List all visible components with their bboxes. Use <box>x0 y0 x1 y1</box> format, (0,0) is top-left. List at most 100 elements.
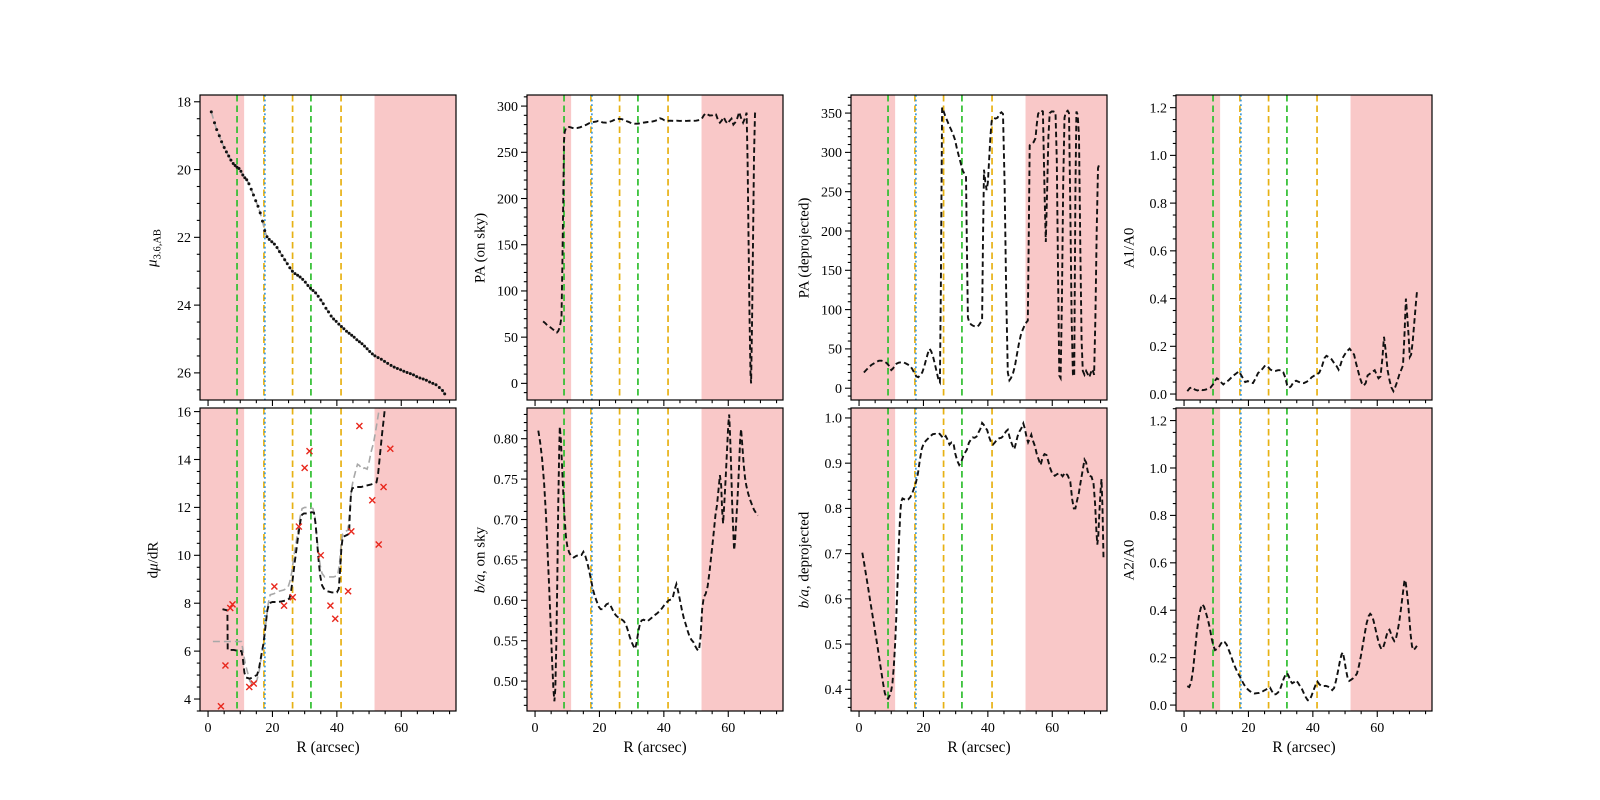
svg-text:60: 60 <box>1370 721 1384 736</box>
axes-box <box>850 94 1108 401</box>
tick-labels: 0.0 0.2 0.4 0.6 0.8 1.0 1.2 0 20 40 60 <box>1150 414 1385 736</box>
panel-surface-brightness: 18 20 22 24 26 <box>177 94 457 406</box>
svg-text:0.6: 0.6 <box>825 593 843 608</box>
y-axis-label-ba-deprojected: b/a, deprojected <box>797 511 814 608</box>
panel-ba-deprojected: 0.4 0.5 0.6 0.7 0.8 0.9 1.0 0 20 40 60 <box>825 407 1108 736</box>
svg-text:0.4: 0.4 <box>1150 604 1168 619</box>
svg-text:50: 50 <box>504 331 518 346</box>
svg-text:0.8: 0.8 <box>1150 509 1168 524</box>
series-ba-sky-profile <box>537 414 759 702</box>
shaded-region <box>1350 408 1432 711</box>
y-axis-label-part: 3.6,AB <box>152 228 164 259</box>
svg-text:50: 50 <box>828 343 842 358</box>
y-axis-label-part: μ <box>145 562 162 571</box>
shaded-region <box>1025 408 1107 711</box>
y-axis-label-part: b/a <box>796 588 813 608</box>
series-a1a0-profile <box>1186 288 1419 394</box>
svg-text:0: 0 <box>856 721 863 736</box>
y-axis-label-part: μ <box>144 258 161 267</box>
svg-text:0: 0 <box>205 721 212 736</box>
svg-text:20: 20 <box>177 163 191 178</box>
svg-text:1.0: 1.0 <box>1150 149 1168 164</box>
svg-text:20: 20 <box>1241 721 1255 736</box>
svg-text:0.60: 0.60 <box>494 594 519 609</box>
svg-text:18: 18 <box>177 96 191 111</box>
axis-ticks <box>1170 95 1427 406</box>
svg-text:40: 40 <box>657 721 671 736</box>
svg-text:0.0: 0.0 <box>1150 699 1168 714</box>
svg-text:150: 150 <box>497 239 518 254</box>
series-pa-deprojected-profile <box>863 107 1101 386</box>
svg-text:0: 0 <box>1181 721 1188 736</box>
svg-text:300: 300 <box>497 100 518 115</box>
y-axis-label-mu-gradient: dμ/dR <box>146 541 163 578</box>
svg-text:150: 150 <box>821 264 842 279</box>
svg-text:40: 40 <box>330 721 344 736</box>
svg-text:0: 0 <box>835 382 842 397</box>
svg-text:0.50: 0.50 <box>494 675 519 690</box>
svg-text:26: 26 <box>177 367 191 382</box>
shaded-region <box>1350 95 1432 400</box>
panel-pa-on-sky: 0 50 100 150 200 250 300 <box>497 94 784 406</box>
panel-a1-a0: 0.0 0.2 0.4 0.6 0.8 1.0 1.2 <box>1150 94 1433 406</box>
series-isophote-points <box>209 110 447 396</box>
axes-box <box>199 94 457 401</box>
svg-text:24: 24 <box>177 299 191 314</box>
y-axis-label-part: /dR <box>145 541 162 563</box>
tick-labels: 0.50 0.55 0.60 0.65 0.70 0.75 0.80 0 20 40 60 <box>494 433 736 736</box>
series-gradient-scatter-x <box>217 422 394 710</box>
svg-text:60: 60 <box>1045 721 1059 736</box>
axes-box <box>199 407 457 712</box>
tick-labels: 0 50 100 150 200 250 300 <box>497 100 518 392</box>
svg-text:200: 200 <box>821 225 842 240</box>
axis-ticks <box>845 408 1102 717</box>
svg-text:0.7: 0.7 <box>825 547 843 562</box>
tick-labels: 0.0 0.2 0.4 0.6 0.8 1.0 1.2 <box>1150 101 1168 402</box>
svg-text:300: 300 <box>821 146 842 161</box>
tick-labels: 0.4 0.5 0.6 0.7 0.8 0.9 1.0 0 20 40 60 <box>825 412 1060 736</box>
y-axis-label-part: PA (on sky) <box>472 212 489 283</box>
svg-text:40: 40 <box>1306 721 1320 736</box>
svg-text:4: 4 <box>184 693 191 708</box>
y-axis-label-part: d <box>145 570 162 578</box>
svg-text:0.8: 0.8 <box>1150 197 1168 212</box>
series-smoothed-profile <box>210 111 446 395</box>
svg-text:0.2: 0.2 <box>1150 340 1168 355</box>
y-axis-label-part: PA (deprojected) <box>796 197 813 298</box>
y-axis-label-a1-a0: A1/A0 <box>1122 227 1139 268</box>
svg-text:20: 20 <box>592 721 606 736</box>
series-a2a0-profile <box>1186 576 1418 702</box>
x-axis-label-col1: R (arcsec) <box>623 739 687 756</box>
svg-text:0.4: 0.4 <box>1150 292 1168 307</box>
shaded-region <box>701 408 783 711</box>
tick-labels: 4 6 8 10 12 14 16 0 20 40 60 <box>177 405 408 736</box>
y-axis-label-ba-on-sky: b/a, on sky <box>473 526 490 592</box>
svg-text:1.0: 1.0 <box>825 412 843 427</box>
svg-text:20: 20 <box>265 721 279 736</box>
axes-box <box>526 94 784 401</box>
axis-ticks <box>845 96 1102 406</box>
series-gradient-profile <box>222 408 386 680</box>
svg-text:60: 60 <box>394 721 408 736</box>
svg-text:0.2: 0.2 <box>1150 651 1168 666</box>
tick-labels: 18 20 22 24 26 <box>177 96 191 382</box>
x-axis-label-col0: R (arcsec) <box>296 739 360 756</box>
shaded-region <box>374 408 456 711</box>
y-axis-label-part: b/a <box>472 573 489 593</box>
svg-text:0.55: 0.55 <box>494 635 519 650</box>
svg-text:0.70: 0.70 <box>494 513 519 528</box>
svg-text:350: 350 <box>821 107 842 122</box>
svg-text:1.2: 1.2 <box>1150 101 1168 116</box>
panel-ba-on-sky: 0.50 0.55 0.60 0.65 0.70 0.75 0.80 0 20 40 60 <box>494 407 784 736</box>
svg-text:8: 8 <box>184 597 191 612</box>
axis-ticks <box>521 413 778 717</box>
svg-text:0.6: 0.6 <box>1150 245 1168 260</box>
y-axis-label-part: , deprojected <box>796 511 813 589</box>
svg-text:22: 22 <box>177 231 191 246</box>
svg-text:40: 40 <box>981 721 995 736</box>
svg-text:100: 100 <box>821 303 842 318</box>
axis-ticks <box>194 101 451 406</box>
panel-a2-a0: 0.0 0.2 0.4 0.6 0.8 1.0 1.2 0 20 40 60 <box>1150 407 1433 736</box>
